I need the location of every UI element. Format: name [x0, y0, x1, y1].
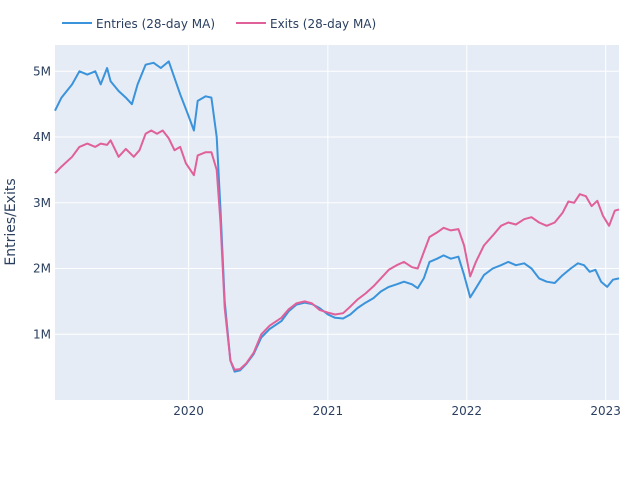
y-tick-label: 2M	[33, 262, 51, 276]
x-tick-label: 2023	[590, 404, 621, 418]
plot-area	[55, 45, 619, 400]
legend-label-entries: Entries (28-day MA)	[96, 17, 215, 31]
y-tick-label: 3M	[33, 196, 51, 210]
y-tick-label: 5M	[33, 64, 51, 78]
y-axis-ticks: 1M 2M 3M 4M 5M	[33, 64, 51, 341]
x-tick-label: 2021	[313, 404, 344, 418]
grid-lines	[55, 45, 619, 400]
legend: Entries (28-day MA) Exits (28-day MA)	[62, 17, 376, 31]
x-tick-label: 2022	[451, 404, 482, 418]
y-tick-label: 1M	[33, 327, 51, 341]
series-layer	[54, 60, 620, 373]
legend-item-exits[interactable]: Exits (28-day MA)	[236, 17, 376, 31]
series-line-entries[interactable]	[54, 60, 620, 373]
x-tick-label: 2020	[173, 404, 204, 418]
y-axis-label: Entries/Exits	[3, 178, 19, 265]
series-line-exits[interactable]	[54, 129, 620, 371]
x-axis-ticks: 2020 2021 2022 2023	[173, 404, 621, 418]
legend-item-entries[interactable]: Entries (28-day MA)	[62, 17, 215, 31]
y-tick-label: 4M	[33, 130, 51, 144]
legend-label-exits: Exits (28-day MA)	[270, 17, 376, 31]
